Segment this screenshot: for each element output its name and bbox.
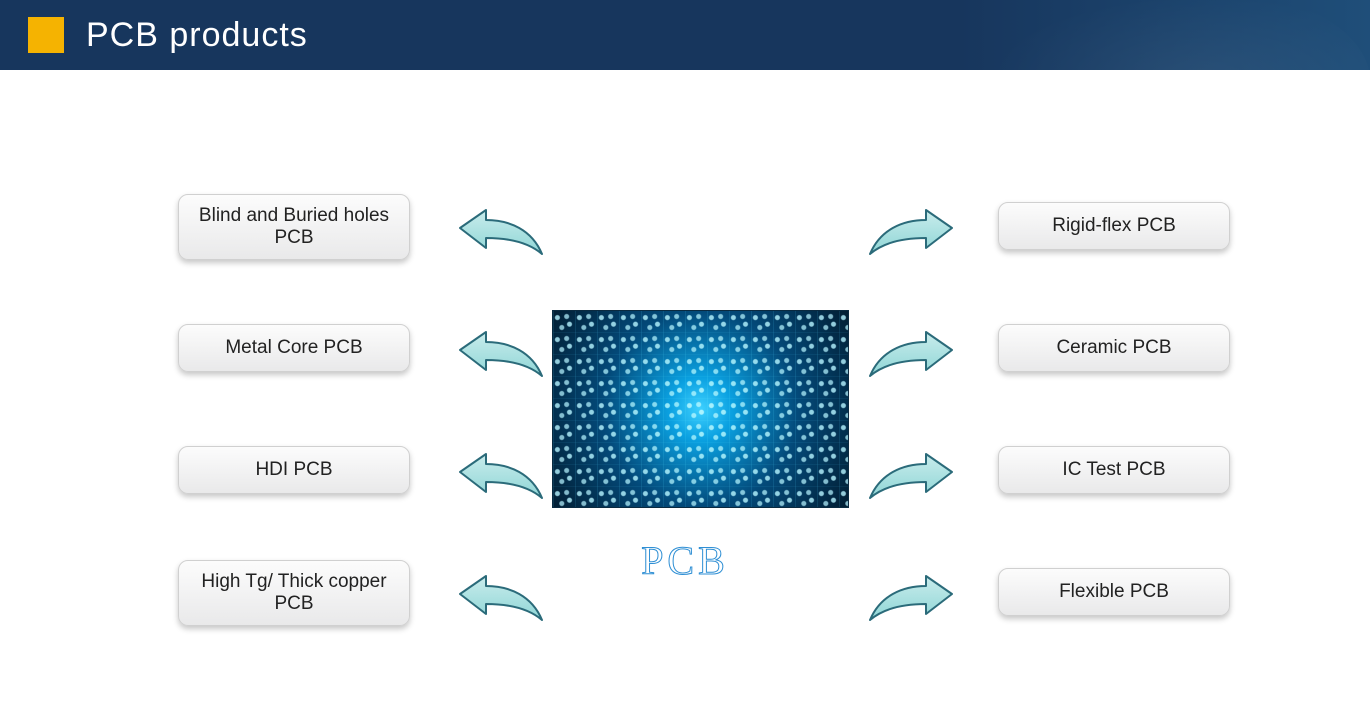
center-pcb-image — [552, 310, 849, 508]
arrow-right-0 — [862, 198, 962, 268]
left-card-0: Blind and Buried holes PCB — [178, 194, 410, 260]
slide-header: PCB products — [0, 0, 1370, 70]
arrow-right-3 — [862, 564, 962, 634]
arrow-right-2 — [862, 442, 962, 512]
right-card-0: Rigid-flex PCB — [998, 202, 1230, 250]
arrow-right-1 — [862, 320, 962, 390]
diagram-stage: PCB Blind and Buried holes PCBMetal Core… — [0, 70, 1370, 715]
slide-title: PCB products — [86, 16, 308, 55]
right-card-1: Ceramic PCB — [998, 324, 1230, 372]
left-card-1: Metal Core PCB — [178, 324, 410, 372]
header-accent-square — [28, 17, 64, 53]
arrow-left-2 — [450, 442, 550, 512]
arrow-left-0 — [450, 198, 550, 268]
left-card-2: HDI PCB — [178, 446, 410, 494]
left-card-3: High Tg/ Thick copper PCB — [178, 560, 410, 626]
arrow-left-1 — [450, 320, 550, 390]
right-card-2: IC Test PCB — [998, 446, 1230, 494]
right-card-3: Flexible PCB — [998, 568, 1230, 616]
arrow-left-3 — [450, 564, 550, 634]
